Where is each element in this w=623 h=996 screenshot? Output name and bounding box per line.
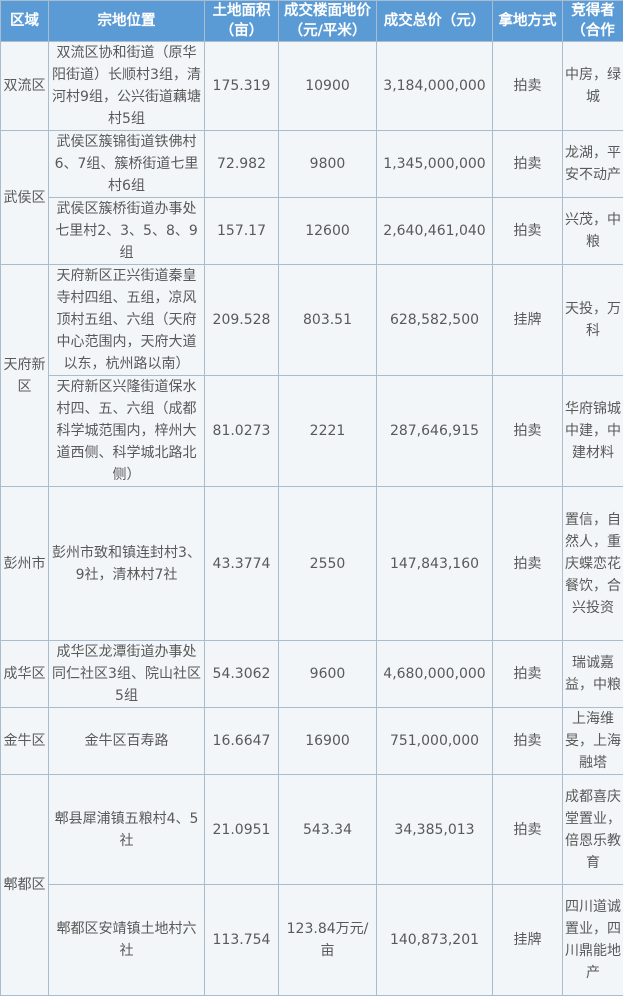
- header-area: 土地面积（亩）: [205, 1, 279, 42]
- method-cell: 拍卖: [493, 641, 563, 708]
- total-price-cell: 34,385,013: [377, 775, 493, 885]
- floor-price-cell: 9800: [279, 131, 377, 198]
- total-price-cell: 2,640,461,040: [377, 198, 493, 265]
- header-winner: 竞得者（合作: [563, 1, 623, 42]
- header-method: 拿地方式: [493, 1, 563, 42]
- area-cell: 209.528: [205, 265, 279, 376]
- total-price-cell: 147,843,160: [377, 487, 493, 641]
- method-cell: 拍卖: [493, 376, 563, 487]
- method-cell: 拍卖: [493, 42, 563, 131]
- district-cell: 郫都区: [1, 775, 49, 996]
- location-cell: 武侯区簇桥街道办事处七里村2、3、5、8、9组: [49, 198, 205, 265]
- district-cell: 天府新区: [1, 265, 49, 487]
- winner-cell: 华府锦城中建，中建材料: [563, 376, 623, 487]
- area-cell: 16.6647: [205, 708, 279, 775]
- winner-cell: 上海维旻，上海融塔: [563, 708, 623, 775]
- area-cell: 43.3774: [205, 487, 279, 641]
- header-floor-price: 成交楼面地价（元/平米）: [279, 1, 377, 42]
- area-cell: 113.754: [205, 885, 279, 996]
- winner-cell: 置信，自然人，重庆蝶恋花餐饮，合兴投资: [563, 487, 623, 641]
- method-cell: 拍卖: [493, 487, 563, 641]
- winner-cell: 四川道诚置业，四川鼎能地产: [563, 885, 623, 996]
- area-cell: 54.3062: [205, 641, 279, 708]
- location-cell: 郫都区安靖镇土地村六社: [49, 885, 205, 996]
- area-cell: 81.0273: [205, 376, 279, 487]
- district-cell: 成华区: [1, 641, 49, 708]
- method-cell: 拍卖: [493, 131, 563, 198]
- winner-cell: 天投，万科: [563, 265, 623, 376]
- total-price-cell: 4,680,000,000: [377, 641, 493, 708]
- winner-cell: 成都喜庆堂置业，倍恩乐教育: [563, 775, 623, 885]
- header-total: 成交总价（元）: [377, 1, 493, 42]
- total-price-cell: 628,582,500: [377, 265, 493, 376]
- table-row: 天府新区天府新区正兴街道秦皇寺村四组、五组，凉风顶村五组、六组（天府中心范围内，…: [1, 265, 623, 376]
- location-cell: 金牛区百寿路: [49, 708, 205, 775]
- total-price-cell: 140,873,201: [377, 885, 493, 996]
- method-cell: 挂牌: [493, 885, 563, 996]
- winner-cell: 龙湖，平安不动产: [563, 131, 623, 198]
- floor-price-cell: 803.51: [279, 265, 377, 376]
- area-cell: 72.982: [205, 131, 279, 198]
- header-location: 宗地位置: [49, 1, 205, 42]
- location-cell: 天府新区兴隆街道保水村四、五、六组（成都科学城范围内，梓州大道西侧、科学城北路北…: [49, 376, 205, 487]
- area-cell: 175.319: [205, 42, 279, 131]
- floor-price-cell: 16900: [279, 708, 377, 775]
- location-cell: 郫县犀浦镇五粮村4、5社: [49, 775, 205, 885]
- header-row: 区域 宗地位置 土地面积（亩） 成交楼面地价（元/平米） 成交总价（元） 拿地方…: [1, 1, 623, 42]
- floor-price-cell: 2221: [279, 376, 377, 487]
- location-cell: 双流区协和街道（原华阳街道）长顺村3组，清河村9组，公兴街道藕塘村5组: [49, 42, 205, 131]
- floor-price-cell: 2550: [279, 487, 377, 641]
- district-cell: 双流区: [1, 42, 49, 131]
- floor-price-cell: 123.84万元/亩: [279, 885, 377, 996]
- total-price-cell: 1,345,000,000: [377, 131, 493, 198]
- method-cell: 拍卖: [493, 198, 563, 265]
- total-price-cell: 3,184,000,000: [377, 42, 493, 131]
- total-price-cell: 287,646,915: [377, 376, 493, 487]
- area-cell: 21.0951: [205, 775, 279, 885]
- winner-cell: 中房，绿城: [563, 42, 623, 131]
- district-cell: 金牛区: [1, 708, 49, 775]
- header-district: 区域: [1, 1, 49, 42]
- winner-cell: 瑞诚嘉益，中粮: [563, 641, 623, 708]
- total-price-cell: 751,000,000: [377, 708, 493, 775]
- table-row: 天府新区兴隆街道保水村四、五、六组（成都科学城范围内，梓州大道西侧、科学城北路北…: [1, 376, 623, 487]
- area-cell: 157.17: [205, 198, 279, 265]
- location-cell: 成华区龙潭街道办事处同仁社区3组、院山社区5组: [49, 641, 205, 708]
- floor-price-cell: 10900: [279, 42, 377, 131]
- floor-price-cell: 543.34: [279, 775, 377, 885]
- winner-cell: 兴茂，中粮: [563, 198, 623, 265]
- method-cell: 拍卖: [493, 775, 563, 885]
- district-cell: 彭州市: [1, 487, 49, 641]
- location-cell: 天府新区正兴街道秦皇寺村四组、五组，凉风顶村五组、六组（天府中心范围内，天府大道…: [49, 265, 205, 376]
- method-cell: 挂牌: [493, 265, 563, 376]
- location-cell: 武侯区簇锦街道铁佛村6、7组、簇桥街道七里村6组: [49, 131, 205, 198]
- floor-price-cell: 12600: [279, 198, 377, 265]
- method-cell: 拍卖: [493, 708, 563, 775]
- district-cell: 武侯区: [1, 131, 49, 265]
- floor-price-cell: 9600: [279, 641, 377, 708]
- location-cell: 彭州市致和镇连封村3、9社，清林村7社: [49, 487, 205, 641]
